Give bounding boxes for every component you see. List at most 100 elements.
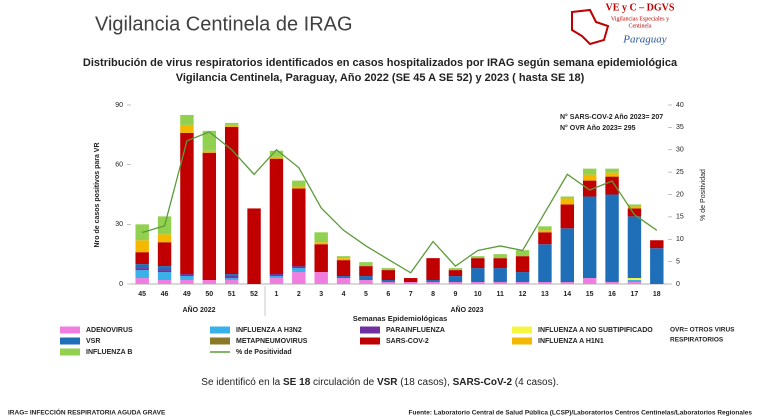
bar-segment [560,204,575,229]
bar-segment [381,282,396,284]
bar-segment [180,280,194,284]
bar-segment [157,280,172,284]
chart-title: Distribución de virus respiratorios iden… [83,57,678,69]
bar-segment [560,282,575,284]
y-tick-label: 30 [115,221,123,228]
x-tick-label: 50 [205,291,213,298]
bar-segment [538,244,552,283]
x-tick-label: 6 [386,291,390,298]
bar-segment [448,282,463,284]
y2-tick-label: 0 [676,281,680,288]
legend-swatch [360,326,380,334]
legend-swatch [60,348,80,356]
bar-segment [582,168,597,175]
bar-segment [627,216,642,279]
note-part: Se identificó en la [201,377,283,388]
x-tick-label: 12 [519,291,527,298]
bar-segment [582,278,597,284]
y-tick-label: 0 [119,281,123,288]
x-tick-label: 9 [453,291,457,298]
bar-segment [493,282,507,284]
legend-swatch [360,337,380,345]
bar-segment [448,270,463,277]
x-tick-label: 13 [541,291,549,298]
logo-text: Paraguay [622,34,667,46]
bar-segment [135,264,149,269]
bar-segment [336,278,351,284]
bar-segment [471,268,485,283]
x-tick-label: 17 [631,291,639,298]
bar-segment [426,280,440,283]
x-tick-label: 7 [409,291,413,298]
legend-label: METAPNEUMOVIRUS [236,338,308,345]
bar-segment [403,278,418,283]
bar-segment [582,180,597,197]
bar-segment [180,132,194,275]
bar-segment [538,232,552,245]
bar-segment [180,274,194,277]
y2-tick-label: 5 [676,258,680,265]
bar-segment [448,276,463,283]
bar-segment [471,282,485,284]
legend-label: ADENOVIRUS [86,327,133,334]
bar-segment [471,256,485,259]
x-tick-label: 10 [474,291,482,298]
bar-segment [336,256,351,259]
bar-segment [269,150,284,157]
legend-label: PARAINFLUENZA [386,327,445,334]
bar-segment [538,282,552,284]
legend-label: INFLUENZA A H3N2 [236,327,302,334]
bar-segment [157,242,172,267]
x-tick-label: 46 [161,291,169,298]
bar-segment [292,268,306,273]
y-tick-label: 60 [115,162,123,169]
bar-segment [202,130,217,151]
bar-segment [314,242,328,245]
bar-segment [336,258,351,261]
bar-segment [560,228,575,283]
bar-segment [224,278,239,281]
x-tick-label: 1 [274,291,278,298]
x-tick-label: 11 [496,291,504,298]
annotation: N° SARS-COV-2 Año 2023= 207 [560,113,663,121]
y2-tick-label: 35 [676,124,684,131]
bar-segment [381,268,396,271]
bar-segment [224,126,239,275]
bar-segment [157,270,172,273]
bar-segment [627,204,642,207]
bar-segment [650,248,664,284]
y-tick-label: 90 [115,102,123,109]
bar-segment [247,208,261,284]
legend-swatch [210,326,230,334]
line-series [142,131,658,274]
bar-segment [448,268,463,271]
bar-segment [314,272,328,284]
legend-note: OVR= OTROS VIRUS [670,327,735,334]
bar-segment [515,272,530,283]
bar-segment [269,276,284,279]
footer-right: Fuente: Laboratorio Central de Salud Púb… [409,410,753,417]
bar-segment [605,194,619,283]
x-tick-label: 2 [297,291,301,298]
bar-segment [157,266,172,271]
bar-segment [582,196,597,279]
bar-segment [493,258,507,269]
bar-segment [359,262,373,267]
bar-segment [135,240,149,253]
x-tick-label: 5 [364,291,368,298]
bar-segment [292,272,306,284]
logo-text: Vigilancias Especiales y [611,16,669,22]
x-tick-label: 4 [342,291,346,298]
bar-segment [627,282,642,284]
note-part: VSR [377,377,398,388]
bar-segment [224,276,239,279]
bar-segment [224,124,239,127]
y2-axis-label: % de Positividad [700,169,707,221]
x-tick-label: 15 [586,291,594,298]
bar-segment [605,176,619,195]
bar-segment [381,270,396,281]
bar-segment [403,282,418,284]
x-tick-label: 8 [431,291,435,298]
logo: VE y C – DGVS Vigilancias Especiales y C… [571,2,675,46]
